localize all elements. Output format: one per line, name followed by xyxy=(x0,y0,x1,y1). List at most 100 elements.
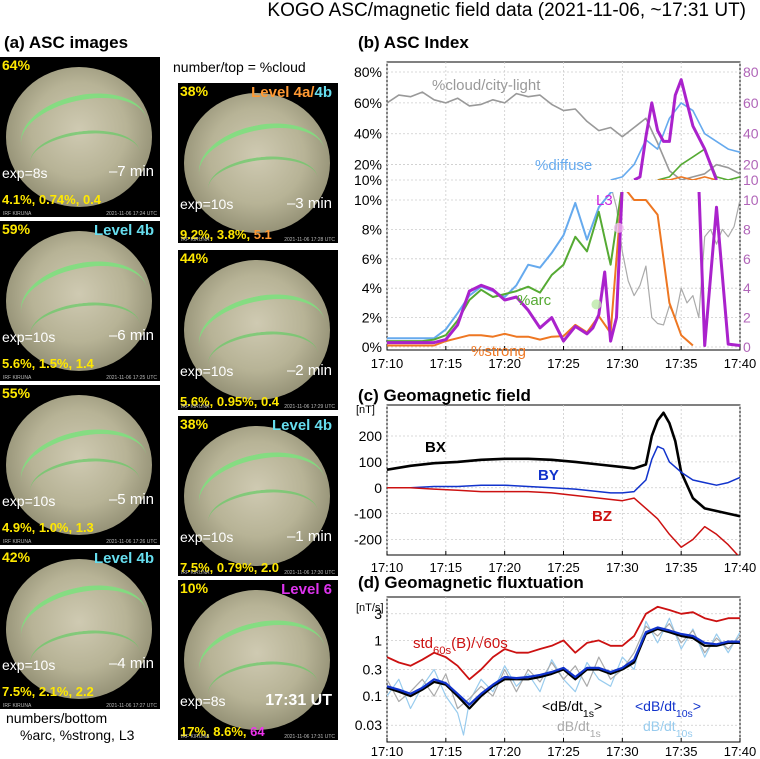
cloud-percent: 38% xyxy=(180,83,209,99)
footer-station: IRF KIRUNA xyxy=(3,375,32,381)
upper-y2-tick-label: 60 xyxy=(743,95,759,111)
exposure-label: exp=10s xyxy=(180,196,234,212)
panel-c-x-tick-label: 17:20 xyxy=(488,560,521,575)
sky-dome xyxy=(6,395,152,535)
lower-y2-tick-label: 2 xyxy=(743,310,751,326)
panel-c-x-tick-label: 17:40 xyxy=(724,560,757,575)
footer-timestamp: 2021-11-06 17:24 UTC xyxy=(106,211,157,217)
index-values: 17%, 8.6%, 64 xyxy=(180,724,265,739)
panel-c-label: (c) Geomagnetic field xyxy=(358,386,531,405)
panel-b-x-tick-label: 17:40 xyxy=(724,356,757,371)
marker-l3-point xyxy=(613,222,624,233)
lower-y-tick-label: 2% xyxy=(362,310,382,326)
aurora-level-a: Level 4a/ xyxy=(251,84,315,101)
label-dbdt1s: dB/dt1s xyxy=(557,718,601,740)
exposure-label: exp=10s xyxy=(2,493,56,509)
lower-y-tick-label: 6% xyxy=(362,251,382,267)
panel-c-y-tick-label: 200 xyxy=(359,428,383,444)
panel-a-label: (a) ASC images xyxy=(4,33,129,52)
panel-c-series-group xyxy=(387,411,740,555)
asc-image-tile: 64% exp=8s –7 min 4.1%, 0.74%, 0.4 IRF KIRUN… xyxy=(0,57,160,217)
panel-d-y-tick-label: 0.03 xyxy=(355,717,382,733)
panel-d-series-line xyxy=(387,605,740,681)
upper-y-tick-label: 60% xyxy=(354,95,382,111)
panel-b-x-tick-label: 17:35 xyxy=(665,356,698,371)
cloud-percent: 64% xyxy=(2,57,31,73)
panel-b-x-tick-label: 17:10 xyxy=(371,356,404,371)
time-offset-label: –6 min xyxy=(108,327,154,344)
footer-station: IRF KIRUNA xyxy=(181,404,210,410)
sky-dome xyxy=(184,93,330,233)
exposure-label: exp=10s xyxy=(2,329,56,345)
panel-c-y-tick-label: 0 xyxy=(374,480,382,496)
footer-station: IRF KIRUNA xyxy=(181,570,210,576)
sky-dome xyxy=(6,231,152,371)
panel-d-x-tick-label: 17:40 xyxy=(724,744,757,759)
footer-timestamp: 2021-11-06 17:25 UTC xyxy=(106,375,157,381)
time-offset-label: –4 min xyxy=(108,655,154,672)
cloud-percent: 10% xyxy=(180,580,209,596)
aurora-level-b: 4b xyxy=(314,84,332,101)
index-values: 4.1%, 0.74%, 0.4 xyxy=(2,192,102,207)
upper-series-line xyxy=(387,91,740,180)
panel-d-series-line xyxy=(387,626,740,706)
upper-series-line xyxy=(657,148,740,180)
asc-image-tile: 38% Level 4a/4b exp=10s –3 min 9.2%, 3.8%, 5… xyxy=(178,83,338,243)
panel-d-series-line xyxy=(387,622,740,710)
panel-d-y-tick-label: 0.1 xyxy=(363,688,383,704)
footer-timestamp: 2021-11-06 17:28 UTC xyxy=(284,237,335,243)
time-offset-label: 17:31 UT xyxy=(265,692,332,709)
exposure-label: exp=10s xyxy=(180,529,234,545)
upper-y2-tick-label: 40 xyxy=(743,126,759,142)
panel-d-x-tick-label: 17:15 xyxy=(430,744,463,759)
label-cloud: %cloud/city-light xyxy=(432,77,541,94)
panel-c-x-tick-label: 17:35 xyxy=(665,560,698,575)
label-mean-dbdt10s: <dB/dt10s> xyxy=(635,698,701,720)
aurora-level: Level 4b xyxy=(93,222,154,239)
panel-a-top-note: number/top = %cloud xyxy=(173,59,306,75)
sky-dome xyxy=(184,590,330,730)
footer-station: IRF KIRUNA xyxy=(3,703,32,709)
exposure-label: exp=10s xyxy=(2,657,56,673)
panel-c-series-line xyxy=(387,445,740,494)
panel-a-bottom-note-2: %arc, %strong, L3 xyxy=(20,727,135,743)
upper-series-group xyxy=(387,78,740,180)
lower-series-line xyxy=(387,192,614,340)
cloud-percent: 44% xyxy=(180,250,209,266)
panel-c-x-tick-label: 17:15 xyxy=(430,560,463,575)
asc-image-tile: 44% exp=10s –2 min 5.6%, 0.95%, 0.4 IRF KIRU… xyxy=(178,250,338,410)
upper-y-tick-label: 20% xyxy=(354,157,382,173)
asc-image-tile: 10% Level 6 exp=8s 17:31 UT 17%, 8.6%, 64 IRF… xyxy=(178,580,338,740)
marker-arc-point xyxy=(591,299,602,310)
footer-station: IRF KIRUNA xyxy=(3,211,32,217)
label-dbdt10s: dB/dt10s xyxy=(643,718,693,740)
exposure-label: exp=8s xyxy=(2,165,48,181)
figure-title: KOGO ASC/magnetic field data (2021-11-06… xyxy=(267,0,746,21)
lower-series-line xyxy=(387,192,623,343)
index-values: 7.5%, 0.79%, 2.0 xyxy=(180,560,280,575)
upper-y2-tick-label: 10 xyxy=(743,172,759,188)
time-offset-label: –2 min xyxy=(286,362,332,379)
label-l3: L3 xyxy=(596,192,613,209)
panel-b-x-tick-label: 17:15 xyxy=(430,356,463,371)
upper-y2-tick-label: 80 xyxy=(743,64,759,80)
upper-y-tick-label: 80% xyxy=(354,64,382,80)
lower-y-tick-label: 8% xyxy=(362,221,382,237)
footer-timestamp: 2021-11-06 17:27 UTC xyxy=(106,703,157,709)
lower-y2-tick-label: 8 xyxy=(743,221,751,237)
cloud-percent: 38% xyxy=(180,416,209,432)
panel-d-x-tick-label: 17:10 xyxy=(371,744,404,759)
label-std60s: std60s(B)/√60s xyxy=(413,635,508,657)
lower-y2-tick-label: 10 xyxy=(743,192,759,208)
panel-b-x-tick-label: 17:25 xyxy=(547,356,580,371)
exposure-label: exp=10s xyxy=(180,363,234,379)
time-offset-label: –5 min xyxy=(108,491,154,508)
panel-c-x-tick-label: 17:30 xyxy=(606,560,639,575)
sky-dome xyxy=(6,559,152,699)
sky-dome xyxy=(184,260,330,400)
panel-d-x-tick-label: 17:35 xyxy=(665,744,698,759)
asc-image-tile: 42% Level 4b exp=10s –4 min 7.5%, 2.1%, 2.2 I… xyxy=(0,549,160,709)
label-mean-dbdt1s: <dB/dt1s> xyxy=(542,698,602,720)
label-strong: %strong xyxy=(471,343,526,360)
